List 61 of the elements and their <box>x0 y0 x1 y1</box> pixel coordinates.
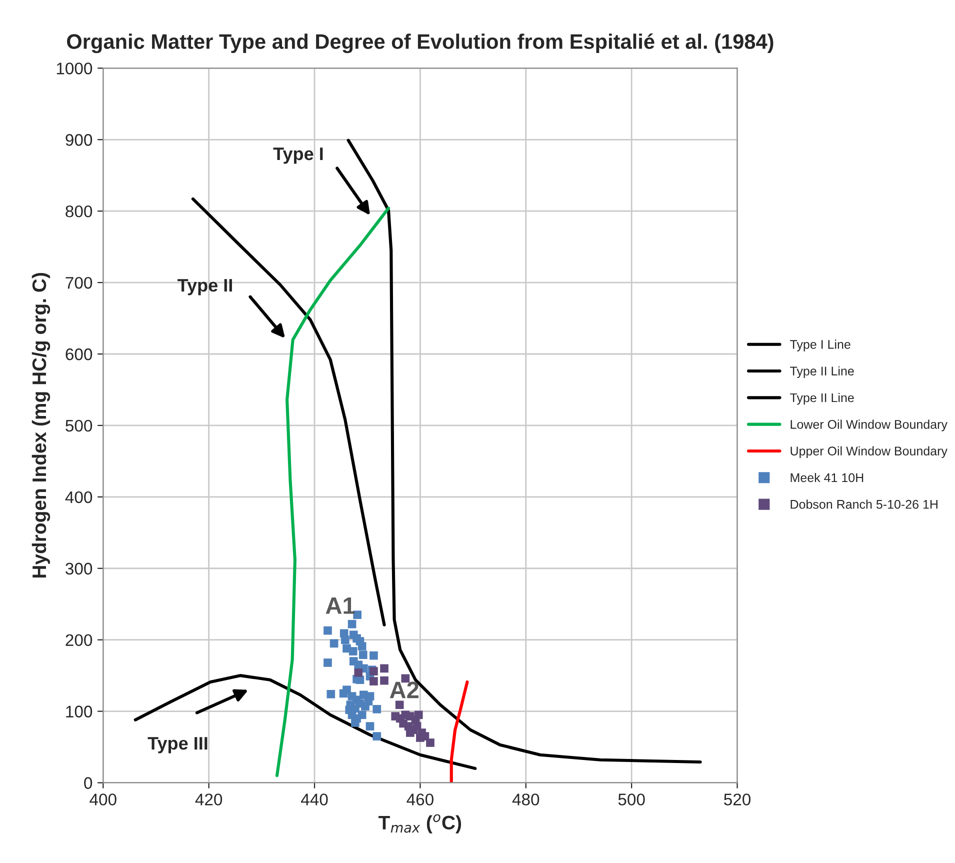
point <box>358 642 366 650</box>
y-tick-label: 100 <box>66 706 92 718</box>
point <box>348 647 358 656</box>
point <box>370 651 378 660</box>
point <box>340 636 350 644</box>
legend-label: Type II Line <box>790 392 854 405</box>
point <box>380 676 388 685</box>
annotation: Type I <box>273 148 323 164</box>
x-tick-label: 500 <box>618 794 645 806</box>
legend-label: Upper Oil Window Boundary <box>790 446 948 458</box>
legend-label: Type II Line <box>790 366 854 378</box>
point <box>326 690 336 698</box>
y-tick-label: 900 <box>66 134 92 146</box>
point <box>354 668 363 677</box>
annotation: A2 <box>390 682 418 698</box>
point <box>416 734 424 742</box>
legend-label: Meek 41 10H <box>790 472 864 482</box>
point <box>358 650 368 659</box>
annotation: A1 <box>326 598 355 614</box>
point <box>395 700 404 710</box>
point <box>353 610 362 619</box>
point <box>366 722 374 730</box>
y-tick-label: 0 <box>84 777 92 789</box>
point <box>342 686 351 694</box>
annotation: Type II <box>178 279 232 296</box>
point <box>414 710 423 720</box>
point <box>372 704 382 714</box>
x-tick-label: 440 <box>300 794 328 806</box>
x-tick-label: 460 <box>406 794 434 806</box>
legend-label: Type I Line <box>790 340 850 352</box>
x-tick-label: 480 <box>512 794 540 806</box>
point <box>348 620 356 628</box>
point <box>324 626 332 635</box>
y-tick-label: 300 <box>66 562 92 575</box>
y-tick-label: 400 <box>65 491 92 504</box>
x-axis-title: T$_{max}$ ($^{o}$C) <box>378 814 462 834</box>
point <box>324 658 332 667</box>
x-tick-label: 400 <box>90 794 116 806</box>
y-tick-label: 500 <box>66 420 92 432</box>
y-tick-label: 200 <box>66 634 92 646</box>
point <box>358 710 366 720</box>
point <box>330 639 338 648</box>
line-series <box>134 674 477 770</box>
point <box>351 718 360 727</box>
y-tick-label: 1000 <box>56 62 92 74</box>
line-series <box>450 680 469 783</box>
y-tick-label: 600 <box>66 348 92 360</box>
y-tick-label: 800 <box>66 205 92 218</box>
legend-label: Lower Oil Window Boundary <box>790 420 948 432</box>
point <box>370 677 378 686</box>
legend-label: Dobson Ranch 5-10-26 1H <box>790 500 938 509</box>
x-tick-label: 520 <box>724 794 751 806</box>
line-series <box>275 206 390 778</box>
annotation: Type III <box>148 737 208 754</box>
y-axis-title: Hydrogen Index (mg HC/g org. C) <box>32 273 50 578</box>
chart-title: Organic Matter Type and Degree of Evolution from Espitalié et al. (1984) <box>67 33 774 54</box>
point <box>426 738 434 747</box>
y-tick-label: 700 <box>66 276 92 289</box>
point <box>380 664 388 673</box>
point <box>372 732 382 740</box>
x-tick-label: 420 <box>195 794 222 806</box>
